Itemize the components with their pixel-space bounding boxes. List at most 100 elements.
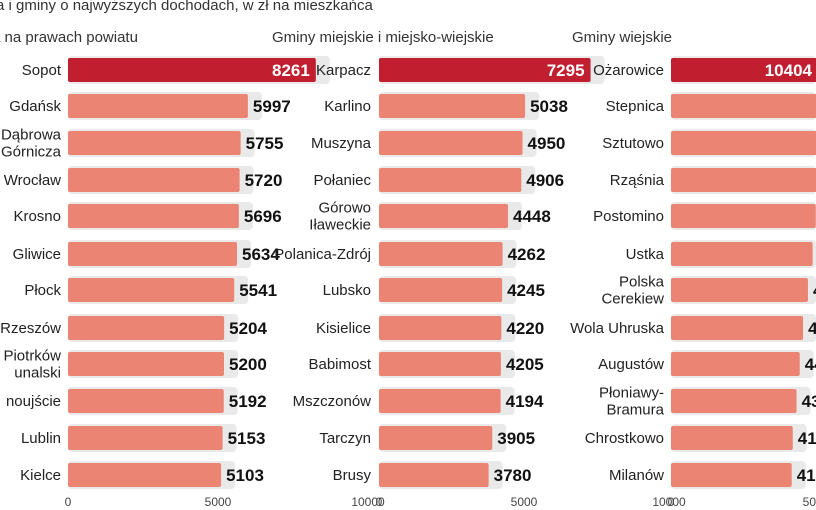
category-label: Polska Cerekiew: [601, 274, 664, 308]
value-label: 5192: [229, 392, 267, 411]
category-label: Stepnica: [606, 98, 665, 115]
bar: [671, 389, 797, 413]
chart-title: a i gminy o najwyższych dochodach, w zł …: [0, 0, 373, 14]
bar: [379, 463, 489, 487]
value-label: 4448: [513, 207, 551, 226]
category-label: Lubsko: [323, 282, 371, 299]
category-label: Chrostkowo: [585, 430, 664, 447]
bar: [671, 242, 813, 266]
value-label: 5038: [530, 97, 568, 116]
category-label: Ustka: [626, 246, 665, 263]
bar: [68, 168, 240, 192]
bar: [671, 426, 793, 450]
bar: [68, 242, 238, 266]
category-label: Płock: [24, 282, 61, 299]
bar: [379, 316, 502, 340]
bar: [68, 204, 239, 228]
value-label: 4205: [506, 355, 544, 374]
value-label: 4554: [808, 319, 816, 338]
bar: [68, 58, 316, 82]
category-label: Gdańsk: [9, 98, 61, 115]
category-label: Muszyna: [311, 135, 372, 152]
category-label: Dąbrowa Górnicza: [1, 127, 62, 161]
value-label: 5200: [229, 355, 267, 374]
bar: [671, 278, 808, 302]
category-label: Ożarowice: [593, 62, 664, 79]
bar: [379, 94, 526, 118]
category-label: Postomino: [593, 208, 664, 225]
bar: [671, 94, 816, 118]
category-label: Kielce: [20, 467, 61, 484]
category-label: Sztutowo: [602, 135, 664, 152]
bar: [379, 131, 523, 155]
value-label: 4950: [528, 134, 566, 153]
value-label: 5204: [229, 319, 267, 338]
value-label: 5634: [242, 245, 280, 264]
value-label: 3905: [497, 429, 535, 448]
x-tick-label: 5000: [205, 495, 232, 509]
bar: [379, 278, 503, 302]
value-label: 5997: [253, 97, 291, 116]
bar: [379, 242, 503, 266]
value-label: 5153: [228, 429, 266, 448]
value-label: 4906: [526, 171, 564, 190]
category-label: noujście: [6, 393, 61, 410]
category-label: Wrocław: [4, 172, 61, 189]
category-label: Sopot: [22, 62, 62, 79]
value-label: 10404: [765, 61, 813, 80]
category-label: Górowo Iławeckie: [309, 200, 371, 234]
category-label: Gliwice: [13, 246, 61, 263]
x-tick-label: 0: [376, 495, 383, 509]
x-tick-label: 0: [65, 495, 72, 509]
bar: [68, 278, 235, 302]
category-label: Babimost: [308, 356, 371, 373]
x-tick-label: 5000: [803, 495, 816, 509]
category-label: Rzeszów: [0, 320, 61, 337]
bar: [671, 131, 816, 155]
category-label: Brusy: [333, 467, 372, 484]
bar: [379, 352, 501, 376]
bar: [68, 94, 248, 118]
panel-3-subtitle: Gminy wiejskie: [572, 29, 672, 46]
value-label: 5541: [239, 281, 277, 300]
category-label: Rząśnia: [610, 172, 665, 189]
value-label: 4439: [805, 355, 816, 374]
bar: [379, 426, 493, 450]
bar: [68, 316, 225, 340]
value-label: 4330: [802, 392, 816, 411]
value-label: 4163: [797, 466, 816, 485]
bar: [68, 426, 223, 450]
panel-1-subtitle: a na prawach powiatu: [0, 29, 138, 46]
category-label: Płoniawy-Bramura: [599, 385, 665, 419]
value-label: 3780: [494, 466, 532, 485]
category-label: Piotrków unalski: [3, 348, 61, 382]
value-label: 4194: [506, 392, 544, 411]
bar: [671, 463, 792, 487]
category-label: Mszczonów: [293, 393, 372, 410]
bar: [671, 58, 816, 82]
panel-2-subtitle: Gminy miejskie i miejsko-wiejskie: [272, 29, 494, 46]
bar: [379, 168, 522, 192]
category-label: Karpacz: [316, 62, 371, 79]
value-label: 7295: [547, 61, 585, 80]
bar: [68, 389, 224, 413]
bar: [671, 168, 816, 192]
value-label: 8261: [272, 61, 310, 80]
category-label: Augustów: [598, 356, 664, 373]
category-label: Połaniec: [313, 172, 371, 189]
value-label: 4245: [507, 281, 545, 300]
bar: [379, 389, 501, 413]
category-label: Tarczyn: [319, 430, 371, 447]
category-label: Milanów: [609, 467, 664, 484]
category-label: Lublin: [21, 430, 61, 447]
value-label: 5755: [246, 134, 284, 153]
value-label: 4199: [798, 429, 816, 448]
category-label: Krosno: [13, 208, 61, 225]
bar: [379, 58, 591, 82]
value-label: 4262: [508, 245, 546, 264]
bar: [68, 131, 241, 155]
category-label: Kisielice: [316, 320, 371, 337]
category-label: Wola Uhruska: [570, 320, 665, 337]
bar: [68, 352, 224, 376]
